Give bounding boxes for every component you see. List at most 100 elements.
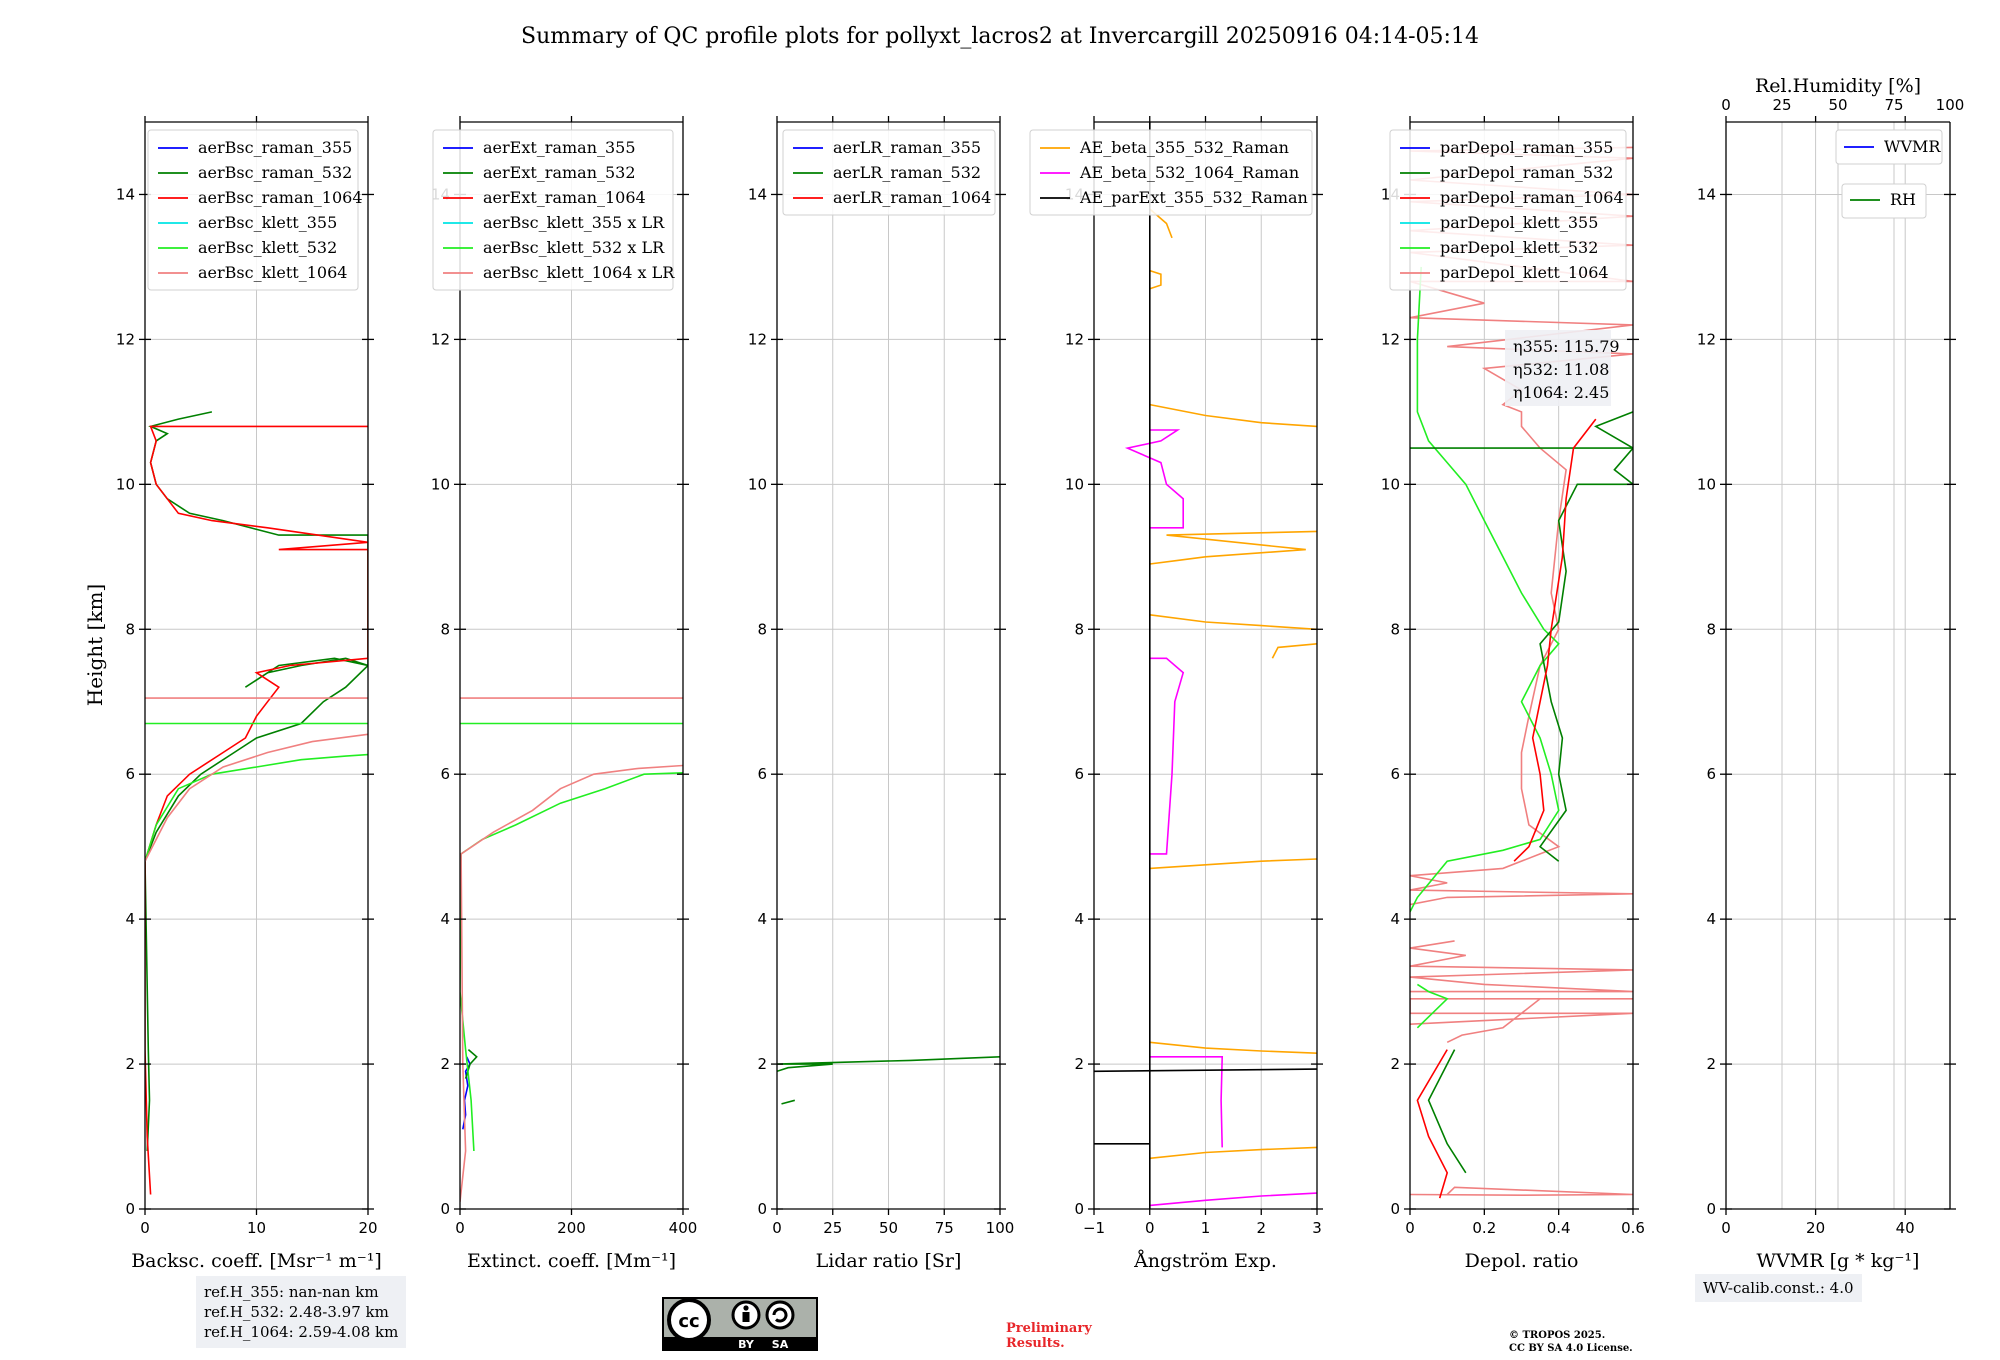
y-tick-label: 6 — [440, 765, 450, 783]
x-axis-label: Lidar ratio [Sr] — [816, 1250, 962, 1272]
y-tick-label: 10 — [431, 475, 450, 493]
y-tick-label: 12 — [1697, 330, 1716, 348]
preliminary-notice: Preliminary Results. — [1006, 1321, 1092, 1351]
x2-tick-label: 100 — [1936, 96, 1965, 114]
series-line-AE_beta_355_532_Raman — [1149, 530, 1317, 565]
y-tick-label: 8 — [1390, 620, 1400, 638]
sa-icon — [765, 1300, 795, 1330]
eta-annotation: η355: 115.79 η532: 11.08 η1064: 2.45 — [1505, 330, 1620, 406]
x-axis-label: WVMR [g * kg⁻¹] — [1757, 1250, 1920, 1272]
series-line-AE_beta_355_532_Raman — [1271, 643, 1317, 659]
legend-entry: RH — [1890, 190, 1916, 209]
x-tick-label: 3 — [1312, 1219, 1322, 1237]
x-tick-label: 400 — [669, 1219, 698, 1237]
y-tick-label: 10 — [1381, 475, 1400, 493]
cc-license-badge: cc BY SA — [662, 1297, 818, 1351]
annotation-line: η1064: 2.45 — [1513, 383, 1609, 402]
x-tick-label: 200 — [557, 1219, 586, 1237]
cc-icon — [667, 1298, 711, 1342]
y-tick-label: 8 — [1074, 620, 1084, 638]
series-line-AE_beta_355_532_Raman — [1149, 1146, 1317, 1160]
series-group — [777, 1056, 1000, 1105]
y-tick-label: 12 — [1381, 330, 1400, 348]
series-line-aerLR_raman_532 — [777, 1056, 1000, 1073]
cc-sa-text: SA — [772, 1338, 789, 1351]
copyright-line-2: CC BY SA 4.0 License. — [1509, 1343, 1633, 1354]
y-tick-label: 0 — [757, 1200, 767, 1218]
legend-entry: aerExt_raman_532 — [483, 163, 636, 182]
legend-entry: aerBsc_klett_1064 — [198, 263, 347, 282]
y-tick-label: 2 — [1390, 1055, 1400, 1073]
x-tick-label: 100 — [986, 1219, 1015, 1237]
series-line-aerBsc_raman_1064 — [145, 425, 368, 1195]
series-line-AE_beta_532_1064_Raman — [1124, 429, 1184, 529]
legend: aerBsc_raman_355 aerBsc_raman_532 aerBsc_r… — [147, 129, 363, 291]
series-line-parDepol_raman_532 — [1427, 1049, 1467, 1174]
y-tick-label: 8 — [1706, 620, 1716, 638]
y-tick-label: 2 — [1706, 1055, 1716, 1073]
x-tick-label: 20 — [1806, 1219, 1825, 1237]
series-line-AE_beta_355_532_Raman — [1149, 614, 1317, 631]
series-line-AE_beta_355_532_Raman — [1149, 858, 1317, 870]
y-tick-label: 2 — [1074, 1055, 1084, 1073]
y-tick-label: 6 — [757, 765, 767, 783]
series-line-parDepol_raman_1064 — [1416, 1049, 1449, 1199]
series-line-AE_beta_532_1064_Raman — [1149, 1056, 1224, 1148]
x2-tick-label: 0 — [1721, 96, 1731, 114]
series-line-AE_parExt_355_532_Raman — [1094, 1068, 1317, 1073]
x-axis-label: Extinct. coeff. [Mm⁻¹] — [467, 1250, 676, 1272]
y-tick-label: 8 — [757, 620, 767, 638]
y-tick-label: 12 — [116, 330, 135, 348]
series-line-AE_beta_355_532_Raman — [1149, 403, 1317, 428]
x-tick-label: 0 — [1721, 1219, 1731, 1237]
x-tick-label: 0 — [1405, 1219, 1415, 1237]
panel-6: 0 2 4 6 8 10 12 14 0 20 40 0 25 50 75 100 WVMR [g * kg⁻¹… — [1697, 75, 1964, 1272]
legend-entry: aerBsc_raman_532 — [198, 163, 352, 182]
annotation-line: η355: 115.79 — [1513, 337, 1620, 356]
y-tick-label: 10 — [1697, 475, 1716, 493]
y-tick-label: 10 — [116, 475, 135, 493]
series-line-AE_parExt_355_532_Raman — [1094, 122, 1151, 1209]
x-tick-label: 1 — [1201, 1219, 1211, 1237]
legend: AE_beta_355_532_Raman AE_beta_532_1064_Ra… — [1029, 129, 1313, 216]
y-tick-label: 14 — [116, 185, 135, 203]
legend-entry: aerLR_raman_1064 — [833, 188, 991, 207]
x-tick-label: 0 — [140, 1219, 150, 1237]
x-axis-label: Backsc. coeff. [Msr⁻¹ m⁻¹] — [131, 1250, 382, 1272]
legend-frame — [1841, 183, 1927, 219]
figure-title: Summary of QC profile plots for pollyxt_… — [521, 24, 1479, 49]
y-tick-label: 12 — [1065, 330, 1084, 348]
legend-entry: aerExt_raman_1064 — [483, 188, 646, 207]
x-tick-label: 2 — [1256, 1219, 1266, 1237]
x-tick-label: 10 — [247, 1219, 266, 1237]
x2-axis-label: Rel.Humidity [%] — [1755, 75, 1921, 97]
y-axis-label: Height [km] — [83, 584, 107, 706]
y-tick-label: 12 — [431, 330, 450, 348]
series-line-aerBsc_klett_1064 x LR — [460, 764, 683, 1202]
x-tick-label: 50 — [879, 1219, 898, 1237]
series-line-AE_beta_355_532_Raman — [1149, 1041, 1317, 1054]
legend-entry: aerLR_raman_532 — [833, 163, 981, 182]
ref-h-355: ref.H_355: nan-nan km — [204, 1283, 379, 1301]
legend-frame — [1835, 129, 1943, 165]
y-tick-label: 4 — [757, 910, 767, 928]
legend-entry: aerBsc_klett_532 x LR — [483, 238, 665, 257]
y-tick-label: 4 — [1074, 910, 1084, 928]
series-line-aerLR_raman_532 — [781, 1099, 796, 1105]
legend-entry: parDepol_klett_355 — [1440, 213, 1598, 232]
y-tick-label: 2 — [125, 1055, 135, 1073]
legend-entry: aerExt_raman_355 — [483, 138, 636, 157]
series-group — [1410, 146, 1633, 1199]
x-axis-label: Ångström Exp. — [1133, 1250, 1277, 1272]
series-line-parDepol_raman_1064 — [1513, 418, 1597, 862]
copyright-notice: © TROPOS 2025. CC BY SA 4.0 License. — [1509, 1329, 1633, 1355]
y-tick-label: 8 — [125, 620, 135, 638]
legend-frame — [432, 129, 674, 291]
x-axis-label: Depol. ratio — [1465, 1250, 1579, 1272]
legend-entry: aerBsc_raman_1064 — [198, 188, 363, 207]
legend-frame — [147, 129, 359, 291]
x-tick-label: 0.6 — [1621, 1219, 1645, 1237]
x-tick-label: 75 — [935, 1219, 954, 1237]
